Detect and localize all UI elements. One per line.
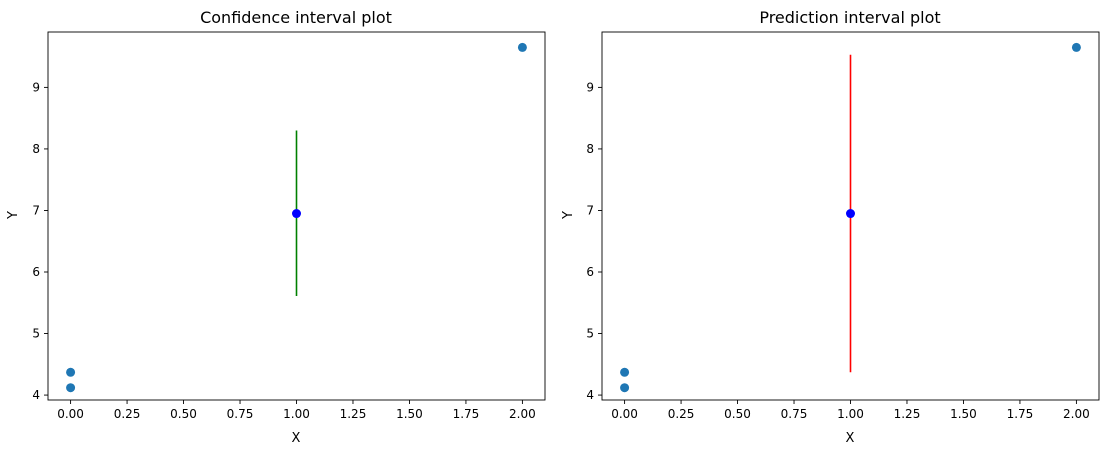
y-tick-label: 6 bbox=[586, 265, 594, 279]
x-tick-label: 1.25 bbox=[340, 407, 367, 421]
y-tick-label: 6 bbox=[32, 265, 40, 279]
y-tick-label: 7 bbox=[586, 203, 594, 217]
x-tick-label: 0.00 bbox=[611, 407, 638, 421]
y-tick-label: 7 bbox=[32, 203, 40, 217]
data-point bbox=[620, 367, 630, 377]
data-point bbox=[517, 42, 527, 52]
x-axis-label: X bbox=[846, 431, 855, 446]
y-tick-label: 4 bbox=[32, 388, 40, 402]
fitted-point bbox=[846, 209, 855, 219]
x-tick-label: 1.00 bbox=[837, 407, 864, 421]
chart-title: Confidence interval plot bbox=[200, 8, 392, 27]
y-tick-label: 8 bbox=[32, 142, 40, 156]
x-tick-label: 2.00 bbox=[1063, 407, 1090, 421]
chart-panel-confidence: Confidence interval plot X Y 0.00 0.25 0.5… bbox=[6, 8, 546, 446]
data-point bbox=[1071, 42, 1081, 52]
y-tick-label: 8 bbox=[586, 142, 594, 156]
x-tick-label: 0.50 bbox=[724, 407, 751, 421]
y-tick-label: 4 bbox=[586, 388, 594, 402]
x-tick-label: 0.25 bbox=[114, 407, 141, 421]
x-tick-label: 0.50 bbox=[170, 407, 197, 421]
y-tick-label: 9 bbox=[586, 80, 594, 94]
x-tick-label: 0.75 bbox=[781, 407, 808, 421]
x-tick-label: 1.75 bbox=[453, 407, 480, 421]
chart-panel-prediction: Prediction interval plot X Y 0.00 0.25 0.5… bbox=[561, 8, 1100, 446]
data-point bbox=[66, 367, 76, 377]
y-tick-label: 5 bbox=[32, 327, 40, 341]
y-axis-label: Y bbox=[6, 211, 21, 220]
fitted-point bbox=[292, 209, 301, 219]
x-tick-label: 1.00 bbox=[283, 407, 310, 421]
x-tick-label: 2.00 bbox=[509, 407, 536, 421]
chart-title: Prediction interval plot bbox=[759, 8, 940, 27]
data-point bbox=[66, 383, 76, 393]
data-point bbox=[620, 383, 630, 393]
x-tick-label: 1.50 bbox=[950, 407, 977, 421]
x-tick-label: 1.25 bbox=[894, 407, 921, 421]
plot-area: 0.00 0.25 0.50 0.75 1.00 1.25 1.50 1.75 2.00 4 5 6 7… bbox=[32, 31, 546, 421]
y-tick-label: 9 bbox=[32, 80, 40, 94]
x-axis-label: X bbox=[292, 431, 301, 446]
y-tick-label: 5 bbox=[586, 327, 594, 341]
x-tick-label: 0.00 bbox=[57, 407, 84, 421]
x-tick-label: 0.75 bbox=[227, 407, 254, 421]
y-axis-label: Y bbox=[561, 211, 576, 220]
plot-area: 0.00 0.25 0.50 0.75 1.00 1.25 1.50 1.75 2.00 4 5 6 7… bbox=[586, 31, 1100, 421]
x-tick-label: 1.75 bbox=[1007, 407, 1034, 421]
x-tick-label: 1.50 bbox=[396, 407, 423, 421]
x-tick-label: 0.25 bbox=[668, 407, 695, 421]
